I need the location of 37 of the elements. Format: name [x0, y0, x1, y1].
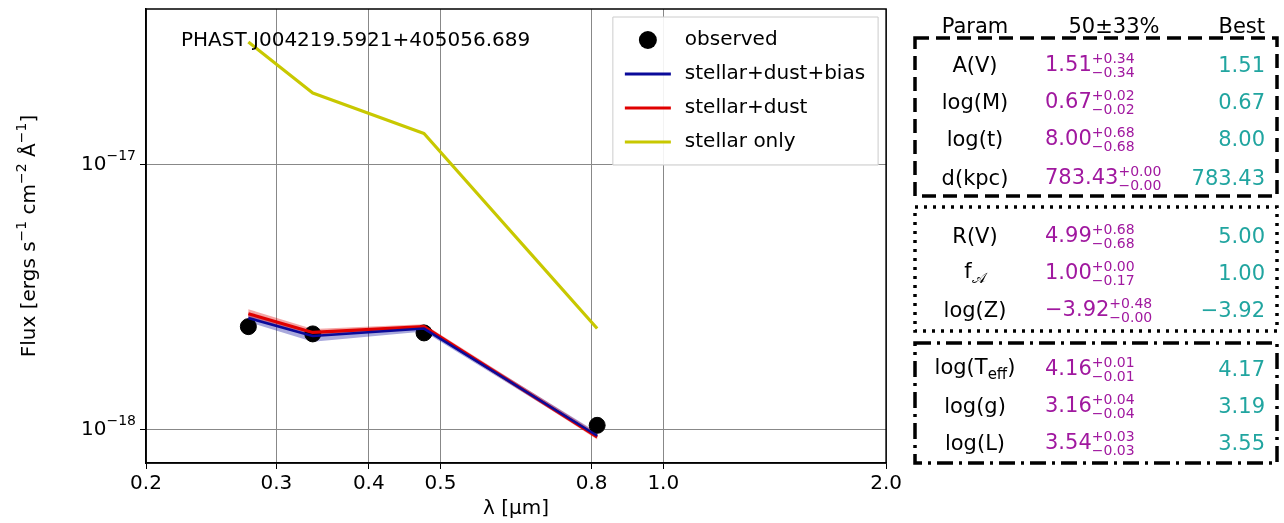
x-tick-label: 0.5: [424, 470, 457, 495]
x-tick-label: 0.4: [352, 470, 385, 495]
text: 5.00: [1217, 224, 1265, 248]
text: −3.92: [1199, 298, 1265, 322]
text: Param: [940, 14, 1010, 38]
text: 8.00: [1217, 127, 1265, 151]
text: A(V): [951, 53, 999, 77]
text: 783.43: [1190, 166, 1265, 190]
x-tick-label: 0.8: [575, 470, 608, 495]
text: log(Z): [942, 298, 1008, 322]
text: Best: [1217, 14, 1265, 38]
x-tick-label: 2.0: [870, 470, 902, 495]
text: 3.55: [1217, 431, 1265, 455]
legend-label: stellar only: [684, 128, 796, 153]
y-axis-title: Flux [ergs s−1 cm−2 Å−1]: [12, 114, 41, 358]
legend-label: observed: [684, 26, 778, 51]
text: R(V): [951, 224, 999, 248]
text: 50±33%: [1067, 14, 1161, 38]
text: log(g): [943, 394, 1007, 418]
text: 1.00: [1217, 261, 1265, 285]
text: 0.67: [1217, 90, 1265, 114]
text: log(t): [945, 127, 1005, 151]
text: log(M): [940, 90, 1010, 114]
legend-label: stellar+dust+bias: [684, 60, 866, 85]
x-tick-label: 1.0: [647, 470, 680, 495]
x-tick-label: 0.3: [260, 470, 293, 495]
text: log(L): [943, 431, 1007, 455]
text: 4.17: [1217, 357, 1265, 381]
text: 3.19: [1217, 394, 1265, 418]
legend-label: stellar+dust: [684, 94, 808, 119]
text: f$_{𝒜}$: [963, 258, 988, 288]
x-axis-title: λ [μm]: [483, 495, 550, 520]
text: d(kpc): [940, 166, 1010, 190]
text: log(T$_{eff}$): [933, 354, 1017, 384]
text: 1.51: [1217, 53, 1265, 77]
x-tick-label: 0.2: [130, 470, 162, 495]
text: PHAST J004219.5921+405056.689: [181, 27, 531, 52]
